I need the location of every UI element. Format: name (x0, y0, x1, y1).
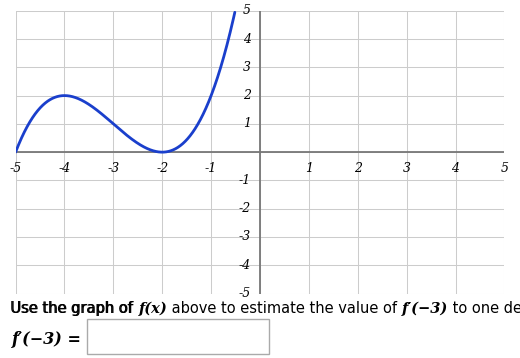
Text: -3: -3 (239, 231, 251, 243)
Text: -5: -5 (239, 287, 251, 300)
Text: -1: -1 (205, 162, 217, 175)
Text: -5: -5 (9, 162, 22, 175)
Text: -2: -2 (239, 202, 251, 215)
Text: 4: 4 (451, 162, 460, 175)
Text: f′(−3) =: f′(−3) = (11, 331, 87, 348)
Text: to one decimal place.: to one decimal place. (448, 301, 520, 316)
Text: 2: 2 (243, 89, 251, 102)
Text: -4: -4 (239, 259, 251, 272)
Text: above to estimate the value of: above to estimate the value of (167, 301, 402, 316)
Text: 3: 3 (402, 162, 411, 175)
Text: -3: -3 (107, 162, 120, 175)
Text: Use the graph of: Use the graph of (10, 301, 137, 316)
Text: f(x): f(x) (138, 302, 167, 316)
Text: 1: 1 (243, 117, 251, 130)
Text: -4: -4 (58, 162, 71, 175)
Text: -1: -1 (239, 174, 251, 187)
Text: 3: 3 (243, 61, 251, 74)
Text: 5: 5 (243, 4, 251, 17)
Text: 5: 5 (500, 162, 509, 175)
Text: 2: 2 (354, 162, 362, 175)
Text: f′(−3): f′(−3) (402, 302, 448, 316)
Text: Use the graph of: Use the graph of (11, 301, 138, 316)
Text: -2: -2 (156, 162, 168, 175)
Text: 1: 1 (305, 162, 313, 175)
Text: 4: 4 (243, 33, 251, 45)
